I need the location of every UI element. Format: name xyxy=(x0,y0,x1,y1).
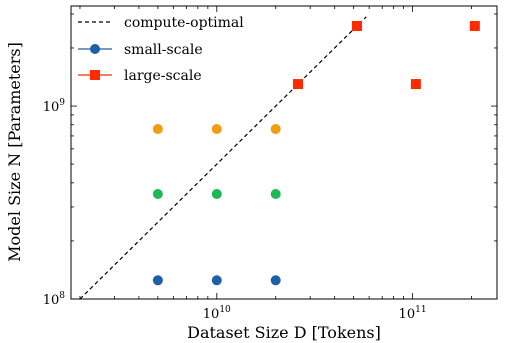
line-layer xyxy=(79,16,367,299)
small-scale-point-7 xyxy=(211,275,222,286)
large-scale-point-3 xyxy=(469,20,480,31)
plot-frame xyxy=(70,5,498,300)
large-scale-point-0 xyxy=(293,79,304,90)
small-scale-point-2 xyxy=(270,124,281,135)
legend-large-scale-label: large-scale xyxy=(124,68,202,84)
marker-layer xyxy=(152,20,480,286)
y-tick-label-1: 109 xyxy=(43,98,66,115)
small-scale-point-8 xyxy=(270,275,281,286)
plot-body xyxy=(79,16,480,299)
legend-small-scale-marker xyxy=(90,44,100,54)
tick-layer: 1010 1011 108 109 xyxy=(43,6,497,322)
compute-optimal-line xyxy=(79,16,367,299)
x-tick-label-1: 1011 xyxy=(399,305,427,322)
legend-small-scale-label: small-scale xyxy=(124,42,203,58)
legend-compute-optimal-label: compute-optimal xyxy=(124,15,244,31)
legend-large-scale-marker xyxy=(90,70,100,80)
large-scale-point-1 xyxy=(351,20,362,31)
small-scale-point-1 xyxy=(211,124,222,135)
small-scale-point-3 xyxy=(152,189,163,200)
small-scale-point-6 xyxy=(152,275,163,286)
y-tick-label-0: 108 xyxy=(43,291,66,308)
x-tick-label-0: 1010 xyxy=(203,305,231,322)
small-scale-point-4 xyxy=(211,189,222,200)
y-axis-label: Model Size N [Parameters] xyxy=(5,42,24,262)
large-scale-point-2 xyxy=(410,79,421,90)
legend: compute-optimal small-scale large-scale xyxy=(78,15,244,84)
small-scale-point-0 xyxy=(152,124,163,135)
small-scale-point-5 xyxy=(270,189,281,200)
x-axis-label: Dataset Size D [Tokens] xyxy=(187,323,381,342)
